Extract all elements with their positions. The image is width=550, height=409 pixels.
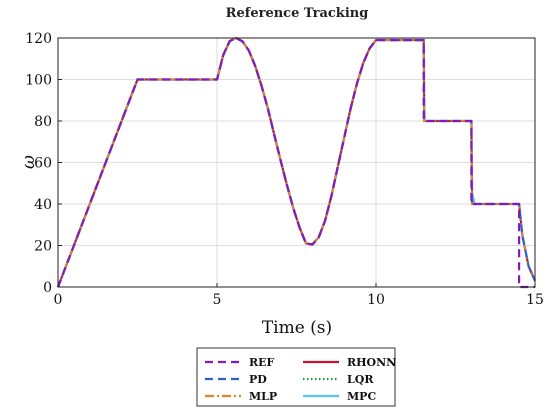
legend-label-ref: REF — [249, 356, 275, 369]
legend-label-mlp: MLP — [249, 390, 277, 403]
y-tick-label: 40 — [34, 197, 52, 213]
y-tick-label: 80 — [34, 114, 52, 130]
x-tick-label: 0 — [54, 292, 63, 308]
chart-title: Reference Tracking — [226, 6, 369, 21]
y-tick-label: 100 — [25, 73, 52, 89]
legend-label-mpc: MPC — [347, 390, 376, 403]
y-tick-label: 20 — [34, 239, 52, 255]
y-tick-label: 0 — [43, 280, 52, 296]
series-lines — [56, 36, 537, 289]
x-tick-label: 15 — [526, 292, 544, 308]
x-tick-label: 10 — [367, 292, 385, 308]
series-line-ref — [56, 36, 535, 289]
axis-ticks: 0 5 10 15 0 20 40 60 80 100 120 — [25, 31, 544, 308]
legend-label-lqr: LQR — [347, 373, 374, 386]
legend-label-pd: PD — [249, 373, 267, 386]
grid — [57, 37, 536, 288]
x-tick-label: 5 — [213, 292, 222, 308]
legend-label-rhonn: RHONN — [347, 356, 396, 369]
y-tick-label: 120 — [25, 31, 52, 47]
legend: REF PD MLP RHONN LQR MPC — [196, 347, 396, 407]
y-axis-label: ω — [19, 155, 39, 169]
x-axis-label: Time (s) — [262, 318, 332, 338]
series-line-mlp — [57, 37, 536, 288]
y-tick-label: 60 — [34, 156, 52, 172]
